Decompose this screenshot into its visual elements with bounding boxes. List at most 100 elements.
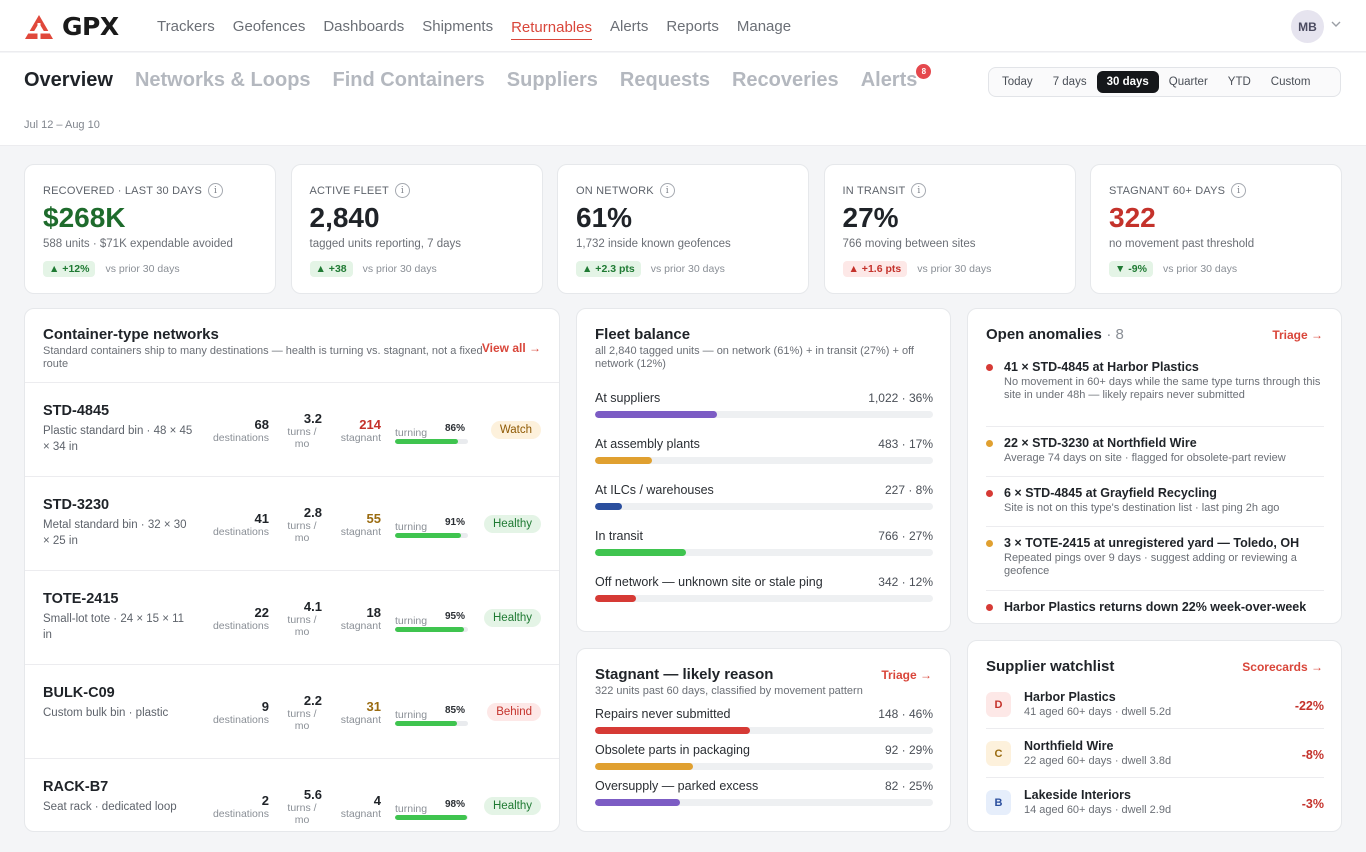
kpi-card[interactable]: RECOVERED · LAST 30 DAYS i $268K 588 units … (24, 164, 276, 294)
anomaly-item[interactable]: 22 × STD-3230 at Northfield Wire Average … (986, 435, 1324, 477)
network-row[interactable]: BULK-C09 Custom bulk bin · plastic 9 destin… (25, 664, 559, 758)
anomalies-triage-link[interactable]: Triage → (1272, 328, 1323, 342)
kpi-card[interactable]: STAGNANT 60+ DAYS i 322 no movement past th… (1090, 164, 1342, 294)
tab-suppliers[interactable]: Suppliers (506, 69, 598, 91)
info-icon[interactable]: i (911, 183, 927, 198)
balance-label: At suppliers (595, 391, 661, 405)
supplier-row[interactable]: C Northfield Wire 22 aged 60+ days · dwell… (986, 734, 1324, 778)
period-30-days[interactable]: 30 days (1096, 71, 1159, 93)
view-all-link[interactable]: View all → (481, 341, 541, 355)
period-today[interactable]: Today (1002, 76, 1033, 88)
stagnant-reason-bar (595, 763, 933, 770)
supplier-grade-badge: D (986, 692, 1011, 717)
tab-requests[interactable]: Requests (619, 69, 710, 91)
nav-manage[interactable]: Manage (736, 17, 792, 35)
network-type-desc: Seat rack · dedicated loop (43, 801, 177, 813)
anomaly-item[interactable]: Harbor Plastics returns down 22% week-ov… (986, 599, 1324, 619)
turning-bar (395, 815, 468, 820)
tab-networks-loops[interactable]: Networks & Loops (134, 69, 311, 91)
supplier-row[interactable]: D Harbor Plastics 41 aged 60+ days · dwell… (986, 685, 1324, 729)
tab-overview[interactable]: Overview (24, 69, 113, 91)
destinations-label: destinations (212, 808, 269, 820)
destinations-value: 68 (254, 417, 269, 432)
chevron-down-icon[interactable] (1330, 18, 1342, 30)
kpi-card[interactable]: ON NETWORK i 61% 1,732 inside known geofenc… (557, 164, 809, 294)
status-badge: Behind (487, 703, 541, 721)
network-type-name: TOTE-2415 (43, 591, 119, 607)
kpi-label-row: IN TRANSIT i (843, 183, 927, 198)
stagnant-reason-row[interactable]: Oversupply — parked excess 82 · 25% (595, 779, 933, 806)
balance-value: 1,022 · 36% (868, 391, 933, 405)
anomaly-desc: Site is not on this type's destination l… (1004, 502, 1280, 514)
stagnant-reason-label: Repairs never submitted (595, 707, 731, 721)
brand-logo[interactable]: GPX (24, 12, 119, 41)
stagnant-value: 4 (373, 793, 381, 808)
anomaly-desc: Average 74 days on site · flagged for ob… (1004, 452, 1286, 464)
network-type-desc: Custom bulk bin · plastic (43, 707, 169, 719)
kpi-value: 2,840 (309, 202, 380, 233)
balance-row[interactable]: Off network — unknown site or stale ping… (595, 575, 933, 602)
tab-find-containers[interactable]: Find Containers (332, 69, 485, 91)
tab-recoveries[interactable]: Recoveries (731, 69, 839, 91)
network-row[interactable]: STD-3230 Metal standard bin · 32 × 30 × 2… (25, 476, 559, 570)
network-row[interactable]: RACK-B7 Seat rack · dedicated loop 2 destin… (25, 758, 559, 852)
user-avatar[interactable]: MB (1291, 10, 1324, 43)
nav-dashboards[interactable]: Dashboards (323, 17, 405, 35)
period-ytd[interactable]: YTD (1227, 76, 1251, 88)
balance-row[interactable]: At assembly plants 483 · 17% (595, 437, 933, 464)
period-7-days[interactable]: 7 days (1052, 76, 1087, 88)
nav-reports[interactable]: Reports (666, 17, 719, 35)
balance-bar-fill (595, 503, 623, 510)
anomaly-item[interactable]: 3 × TOTE-2415 at unregistered yard — Tol… (986, 535, 1324, 591)
kpi-label: STAGNANT 60+ DAYS (1109, 184, 1226, 197)
balance-value: 766 · 27% (878, 529, 933, 543)
balance-row[interactable]: In transit 766 · 27% (595, 529, 933, 556)
info-icon[interactable]: i (208, 183, 224, 198)
sub-header: Overview Networks & Loops Find Container… (0, 53, 1366, 146)
balance-label: Off network — unknown site or stale ping (595, 575, 823, 589)
turns-label: turns / mo (287, 614, 317, 638)
destinations-label: destinations (212, 526, 269, 538)
turning-percent: 85% (445, 705, 466, 716)
stagnant-triage-link[interactable]: Triage → (881, 668, 932, 682)
stagnant-reason-row[interactable]: Repairs never submitted 148 · 46% (595, 707, 933, 734)
balance-row[interactable]: At suppliers 1,022 · 36% (595, 391, 933, 418)
turns-metric: 2.2 turns / mo (282, 693, 322, 732)
tab-alerts[interactable]: Alerts 8 (861, 64, 932, 92)
anomaly-item[interactable]: 41 × STD-4845 at Harbor Plastics No movem… (986, 359, 1324, 427)
kpi-delta-note: vs prior 30 days (105, 263, 180, 275)
kpi-value: 27% (842, 202, 899, 233)
balance-row[interactable]: At ILCs / warehouses 227 · 8% (595, 483, 933, 510)
nav-returnables[interactable]: Returnables (511, 13, 592, 40)
anomaly-item[interactable]: 6 × STD-4845 at Grayfield Recycling Site … (986, 485, 1324, 527)
network-type-name: RACK-B7 (43, 779, 109, 795)
supplier-row[interactable]: B Lakeside Interiors 14 aged 60+ days · dw… (986, 783, 1324, 827)
anomalies-card: Open anomalies · 8 Triage → 41 × STD-484… (967, 308, 1342, 624)
scorecards-link[interactable]: Scorecards → (1242, 660, 1323, 674)
balance-bar-fill (595, 457, 653, 464)
kpi-card[interactable]: ACTIVE FLEET i 2,840 tagged units reporting… (290, 164, 543, 294)
balance-value: 483 · 17% (878, 437, 933, 451)
kpi-subtext: 1,732 inside known geofences (576, 238, 731, 250)
network-type-name: STD-3230 (43, 497, 110, 513)
info-icon[interactable]: i (659, 183, 675, 198)
nav-trackers[interactable]: Trackers (157, 17, 215, 35)
stagnant-reason-row[interactable]: Obsolete parts in packaging 92 · 29% (595, 743, 933, 770)
network-row[interactable]: TOTE-2415 Small-lot tote · 24 × 15 × 11 i… (25, 570, 559, 664)
kpi-card[interactable]: IN TRANSIT i 27% 766 moving between sites ▲ … (823, 164, 1076, 294)
info-icon[interactable]: i (1231, 183, 1247, 198)
period-custom[interactable]: Custom (1270, 76, 1311, 88)
stagnant-label: stagnant (340, 432, 381, 444)
kpi-delta-row: ▲ +38 vs prior 30 days (309, 261, 437, 277)
nav-geofences[interactable]: Geofences (232, 17, 306, 35)
period-selector: Today 7 days 30 days Quarter YTD Custom (988, 67, 1341, 97)
period-quarter[interactable]: Quarter (1168, 76, 1208, 88)
nav-shipments[interactable]: Shipments (422, 17, 494, 35)
kpi-label-row: ON NETWORK i (576, 183, 675, 198)
info-icon[interactable]: i (394, 183, 410, 198)
turning-gauge: turning 86% (395, 423, 468, 444)
network-type-desc: Plastic standard bin · 48 × 45 × 34 in (43, 425, 193, 453)
turns-value: 4.1 (303, 599, 322, 614)
nav-alerts[interactable]: Alerts (609, 17, 649, 35)
network-row[interactable]: STD-4845 Plastic standard bin · 48 × 45 ×… (25, 382, 559, 476)
